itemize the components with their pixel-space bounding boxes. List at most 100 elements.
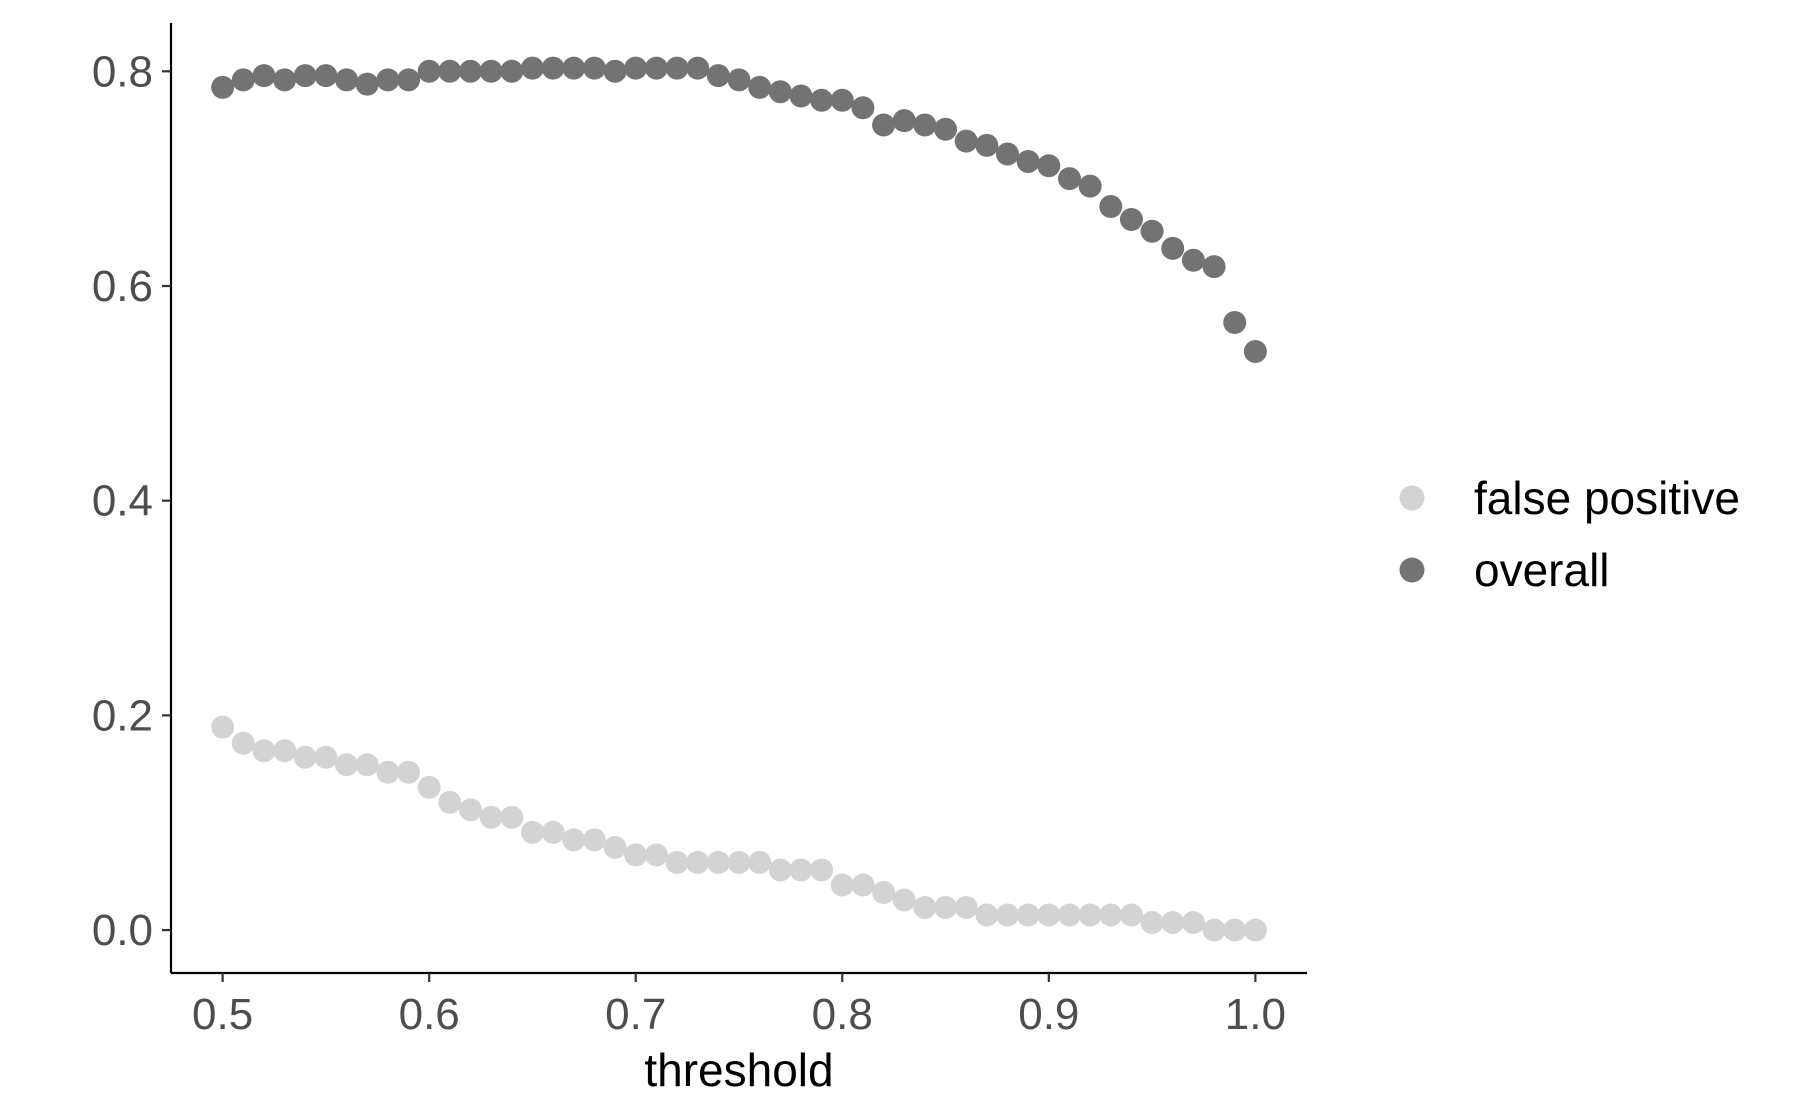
y-ticks: 0.0 0.2 0.4 0.6 0.8 xyxy=(92,47,171,955)
data-point xyxy=(892,109,916,133)
data-point xyxy=(231,68,255,92)
data-point xyxy=(789,858,813,882)
data-point xyxy=(686,56,710,80)
data-point xyxy=(748,75,772,99)
data-point xyxy=(810,858,834,882)
data-point xyxy=(768,80,792,104)
data-point xyxy=(1161,236,1185,260)
data-point xyxy=(252,64,276,88)
data-point xyxy=(1119,207,1143,231)
x-tick-label: 0.6 xyxy=(399,990,460,1039)
data-point xyxy=(458,798,482,822)
data-point xyxy=(1119,903,1143,927)
series-overall xyxy=(211,56,1267,363)
data-point xyxy=(1202,918,1226,942)
data-point xyxy=(500,805,524,829)
data-point xyxy=(872,880,896,904)
y-tick-label: 0.6 xyxy=(92,262,153,311)
data-point xyxy=(686,850,710,874)
data-point xyxy=(582,56,606,80)
data-point xyxy=(376,68,400,92)
data-point xyxy=(273,68,297,92)
x-tick-label: 1.0 xyxy=(1225,990,1286,1039)
data-point xyxy=(1099,903,1123,927)
data-point xyxy=(438,59,462,83)
data-point xyxy=(1161,911,1185,935)
data-point xyxy=(913,113,937,137)
x-tick-label: 0.8 xyxy=(812,990,873,1039)
data-point xyxy=(768,858,792,882)
x-tick-label: 0.5 xyxy=(192,990,253,1039)
data-point xyxy=(211,75,235,99)
data-point xyxy=(1140,219,1164,243)
data-point xyxy=(273,739,297,763)
y-tick-label: 0.8 xyxy=(92,47,153,96)
data-point xyxy=(541,820,565,844)
data-point xyxy=(314,745,338,769)
data-points xyxy=(211,56,1267,942)
data-point xyxy=(1223,918,1247,942)
data-point xyxy=(1202,255,1226,279)
data-point xyxy=(996,142,1020,166)
data-point xyxy=(1057,903,1081,927)
x-tick-label: 0.9 xyxy=(1018,990,1079,1039)
data-point xyxy=(851,873,875,897)
data-point xyxy=(975,133,999,157)
data-point xyxy=(665,850,689,874)
data-point xyxy=(603,835,627,859)
legend-key xyxy=(1399,557,1425,583)
data-point xyxy=(211,715,235,739)
data-point xyxy=(1078,174,1102,198)
data-point xyxy=(934,117,958,141)
data-point xyxy=(603,59,627,83)
data-point xyxy=(417,775,441,799)
data-point xyxy=(1057,167,1081,191)
data-point xyxy=(954,129,978,153)
data-point xyxy=(520,820,544,844)
data-point xyxy=(562,56,586,80)
data-point xyxy=(934,896,958,920)
legend-key xyxy=(1399,485,1425,511)
data-point xyxy=(376,760,400,784)
axes xyxy=(169,23,1307,975)
x-tick-label: 0.7 xyxy=(605,990,666,1039)
data-point xyxy=(231,731,255,755)
data-point xyxy=(1016,903,1040,927)
data-point xyxy=(975,903,999,927)
data-point xyxy=(582,828,606,852)
data-point xyxy=(644,56,668,80)
data-point xyxy=(335,68,359,92)
data-point xyxy=(438,790,462,814)
data-point xyxy=(954,896,978,920)
data-point xyxy=(644,843,668,867)
data-point xyxy=(830,873,854,897)
data-point xyxy=(996,903,1020,927)
data-point xyxy=(1223,310,1247,334)
data-point xyxy=(355,72,379,96)
data-point xyxy=(706,64,730,88)
y-tick-label: 0.4 xyxy=(92,477,153,526)
data-point xyxy=(1181,911,1205,935)
data-point xyxy=(479,59,503,83)
data-point xyxy=(810,88,834,112)
y-tick-label: 0.0 xyxy=(92,906,153,955)
data-point xyxy=(293,745,317,769)
data-point xyxy=(748,850,772,874)
data-point xyxy=(1037,903,1061,927)
data-point xyxy=(355,753,379,777)
data-point xyxy=(1243,918,1267,942)
data-point xyxy=(541,56,565,80)
data-point xyxy=(293,64,317,88)
data-point xyxy=(1037,154,1061,178)
x-axis-title: threshold xyxy=(644,1044,833,1096)
data-point xyxy=(624,56,648,80)
data-point xyxy=(1181,248,1205,272)
series-false-positive xyxy=(211,715,1267,942)
data-point xyxy=(872,113,896,137)
data-point xyxy=(500,59,524,83)
data-point xyxy=(252,739,276,763)
data-point xyxy=(417,59,441,83)
data-point xyxy=(789,84,813,108)
data-point xyxy=(706,850,730,874)
